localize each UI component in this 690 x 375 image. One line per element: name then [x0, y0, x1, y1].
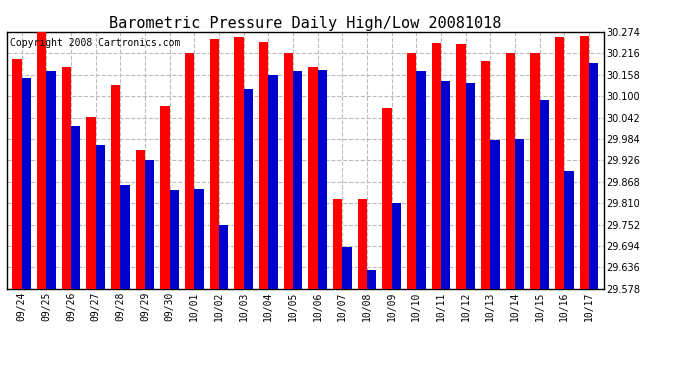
Bar: [235, 37, 244, 289]
Bar: [37, 32, 46, 289]
Bar: [293, 71, 302, 289]
Bar: [195, 189, 204, 289]
Bar: [219, 225, 228, 289]
Bar: [21, 78, 31, 289]
Bar: [170, 190, 179, 289]
Bar: [530, 53, 540, 289]
Bar: [367, 270, 376, 289]
Title: Barometric Pressure Daily High/Low 20081018: Barometric Pressure Daily High/Low 20081…: [109, 16, 502, 31]
Bar: [259, 42, 268, 289]
Bar: [317, 69, 327, 289]
Bar: [392, 203, 401, 289]
Bar: [268, 75, 277, 289]
Bar: [491, 140, 500, 289]
Bar: [580, 36, 589, 289]
Bar: [12, 59, 21, 289]
Bar: [342, 248, 352, 289]
Bar: [185, 53, 195, 289]
Bar: [555, 37, 564, 289]
Text: Copyright 2008 Cartronics.com: Copyright 2008 Cartronics.com: [10, 38, 180, 48]
Bar: [96, 145, 105, 289]
Bar: [407, 53, 416, 289]
Bar: [111, 85, 120, 289]
Bar: [46, 71, 56, 289]
Bar: [506, 53, 515, 289]
Bar: [120, 185, 130, 289]
Bar: [71, 126, 81, 289]
Bar: [466, 83, 475, 289]
Bar: [382, 108, 392, 289]
Bar: [540, 100, 549, 289]
Bar: [136, 150, 145, 289]
Bar: [456, 44, 466, 289]
Bar: [160, 106, 170, 289]
Bar: [308, 67, 317, 289]
Bar: [589, 63, 598, 289]
Bar: [210, 39, 219, 289]
Bar: [333, 200, 342, 289]
Bar: [481, 61, 491, 289]
Bar: [416, 71, 426, 289]
Bar: [515, 139, 524, 289]
Bar: [441, 81, 451, 289]
Bar: [145, 160, 155, 289]
Bar: [284, 53, 293, 289]
Bar: [357, 200, 367, 289]
Bar: [432, 43, 441, 289]
Bar: [61, 67, 71, 289]
Bar: [564, 171, 573, 289]
Bar: [86, 117, 96, 289]
Bar: [244, 90, 253, 289]
